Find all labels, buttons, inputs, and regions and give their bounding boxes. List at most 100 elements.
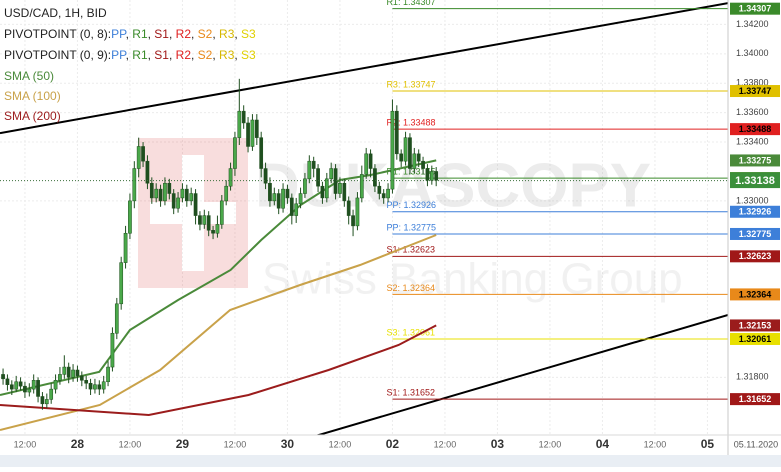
y-tick-label: 1.34000 xyxy=(736,48,769,58)
candle-body xyxy=(106,366,110,383)
candle-body xyxy=(27,388,32,393)
candle-body xyxy=(228,168,233,187)
sma-line xyxy=(0,159,437,396)
x-tick-label: 04 xyxy=(596,437,610,451)
candle-body xyxy=(289,197,294,216)
candle-body xyxy=(259,137,264,169)
candle-body xyxy=(193,193,198,216)
plot-area: R1: 1.34307 R3: 1.33747 R2: 1.33488 R1: 1.3… xyxy=(0,0,728,435)
candle-body xyxy=(307,160,312,180)
candle-body xyxy=(40,396,45,405)
candle-body xyxy=(351,215,355,227)
candle-body xyxy=(281,188,285,209)
candle-body xyxy=(198,215,202,225)
pivot-label: S1: 1.31652 xyxy=(386,387,435,397)
y-tick-label: 1.33000 xyxy=(736,195,769,205)
grid xyxy=(0,0,728,435)
candle-body xyxy=(324,178,329,199)
trendline xyxy=(0,2,728,135)
candle-body xyxy=(158,188,163,202)
candle-body xyxy=(254,119,259,138)
candle-body xyxy=(132,168,137,202)
candle-body xyxy=(88,382,93,390)
candle-body xyxy=(429,171,434,181)
candle-body xyxy=(66,366,71,378)
candle-body xyxy=(390,110,395,190)
level-tag-bg xyxy=(730,2,780,15)
y-tick-label: 1.33400 xyxy=(736,136,769,146)
legend-separator: , xyxy=(234,48,241,62)
legend-pivot-item: S2 xyxy=(198,48,213,62)
navigator xyxy=(0,455,781,467)
candle-body xyxy=(14,381,19,390)
x-tick-label: 12:00 xyxy=(644,439,667,449)
trendline xyxy=(315,314,728,435)
candle-body xyxy=(276,193,281,209)
legend-pivot-item: R3 xyxy=(219,48,235,62)
pivot-label: R1: 1.33155 xyxy=(386,166,435,176)
x-tick-label: 12:00 xyxy=(14,439,37,449)
watermark-tagline: Swiss Banking Group xyxy=(262,255,683,304)
candle-body xyxy=(359,174,364,199)
candle-body xyxy=(224,185,229,202)
y-tick-label: 1.34200 xyxy=(736,19,769,29)
candle-body xyxy=(123,232,128,263)
legend-separator: , xyxy=(191,27,198,41)
candle-body xyxy=(250,119,255,147)
candle-body xyxy=(233,137,237,169)
candle-body xyxy=(298,193,303,205)
candle-body xyxy=(294,203,299,216)
candle-body xyxy=(163,182,167,202)
candle-body xyxy=(180,188,185,199)
level-tag-bg xyxy=(730,250,780,263)
legend-sma: SMA (100) xyxy=(4,89,61,103)
candle-body xyxy=(311,160,316,169)
watermark-logo xyxy=(138,138,248,288)
watermark-logo-cross xyxy=(150,202,236,224)
x-tick-label: 02 xyxy=(386,437,400,451)
candle-body xyxy=(97,384,102,390)
price-axis-bg xyxy=(728,0,781,455)
legend-pivot-item: R2 xyxy=(176,27,192,41)
candle-body xyxy=(202,215,207,225)
candle-body xyxy=(53,380,58,390)
candle-body xyxy=(338,182,342,194)
candle-body xyxy=(346,200,351,216)
x-tick-label: 12:00 xyxy=(329,439,352,449)
legend-separator: , xyxy=(191,48,198,62)
candle-body xyxy=(408,137,412,169)
candle-body xyxy=(71,369,75,378)
legend-separator: , xyxy=(169,27,176,41)
candle-body xyxy=(189,193,194,202)
legend-sma: SMA (200) xyxy=(4,109,61,123)
candle-body xyxy=(176,197,180,209)
candle-body xyxy=(285,188,290,199)
level-tag: 1.33488 xyxy=(739,124,772,134)
legend-separator: , xyxy=(234,27,241,41)
candle-body xyxy=(128,200,132,234)
candle-body xyxy=(373,168,377,187)
x-tick-label: 05 xyxy=(701,437,715,451)
candle-body xyxy=(9,384,14,390)
candle-body xyxy=(211,230,215,234)
candle-body xyxy=(399,153,404,162)
level-tag: 1.32061 xyxy=(739,334,772,344)
candle-body xyxy=(110,332,115,368)
legend-pivot-item: PP xyxy=(111,27,127,41)
candle-body xyxy=(394,110,399,155)
y-tick-label: 1.33600 xyxy=(736,107,769,117)
legend-pivot-item: S3 xyxy=(241,27,256,41)
level-tag: 1.31652 xyxy=(739,394,772,404)
level-tag-bg xyxy=(730,393,780,406)
pivot-label: R1: 1.34307 xyxy=(386,0,435,7)
legend-pivot-item: R1 xyxy=(132,27,148,41)
level-tag: 1.33747 xyxy=(739,86,772,96)
sma-line xyxy=(0,234,437,431)
x-tick-label: 12:00 xyxy=(434,439,457,449)
candle-body xyxy=(381,193,386,199)
price-axis: 1.34200 1.34000 1.33800 1.33600 1.33400 1.330… xyxy=(727,0,781,455)
x-tick-label: 30 xyxy=(281,437,295,451)
y-tick-label: 1.31800 xyxy=(736,372,769,382)
candle-body xyxy=(316,168,320,187)
